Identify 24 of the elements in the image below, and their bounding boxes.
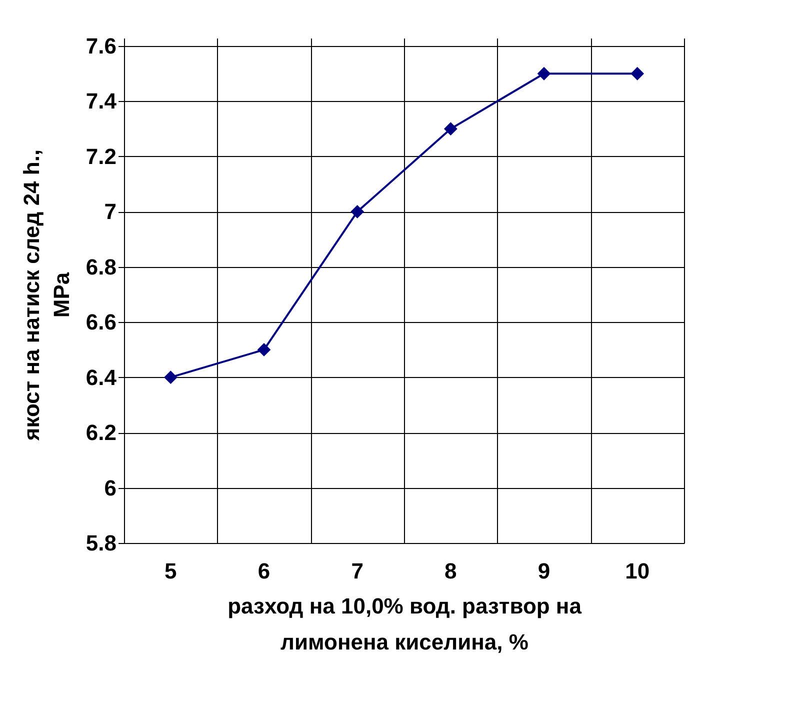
y-tick-label: 7.6 [86,34,116,58]
x-tick-label: 10 [625,558,650,584]
y-tick-label: 5.8 [86,530,116,556]
x-tick-label: 8 [444,558,457,584]
point [630,66,644,80]
point [257,343,271,356]
point [444,122,458,136]
point [350,204,364,218]
x-axis-title: разход на 10,0% вод. разтвор на лимонена киселина, % [228,594,582,654]
y-tick-label: 6.8 [86,254,116,280]
y-tick-label: 6.2 [86,420,116,446]
point [164,370,178,384]
y-tick-label: 6 [104,475,116,500]
y-tick-label: 7.2 [86,144,116,169]
x-tick-label: 9 [538,558,550,584]
y-tick-label: 6.6 [86,310,116,335]
y-tick-label: 7 [104,199,116,224]
x-tick-label: 7 [351,558,364,584]
x-tick-label: 6 [258,558,270,584]
y-tick-label: 7.4 [86,88,118,114]
point [537,66,551,80]
y-axis-title: якост на натиск след 24 h., MPa [18,149,74,442]
y-tick-label: 6.4 [86,364,118,390]
x-tick-label: 5 [164,558,177,584]
